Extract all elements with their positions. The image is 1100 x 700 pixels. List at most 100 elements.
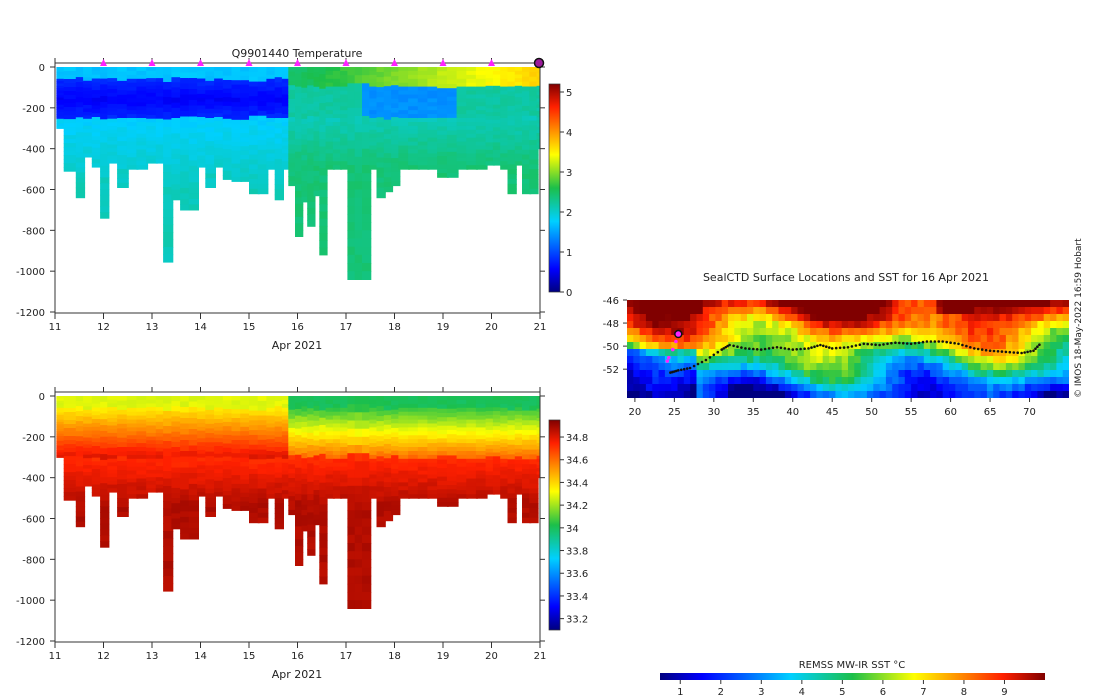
salinity-cell [427,466,440,472]
salinity-cell [155,440,166,445]
sst-cell [822,314,830,322]
temperature-cell [529,169,539,175]
salinity-xtick-label: 17 [340,651,353,662]
temperature-cell [83,132,94,137]
temperature-cell [362,254,372,264]
salinity-cell [376,466,386,472]
sst-cell [709,321,716,329]
sst-cell [993,328,1001,336]
track-point [791,348,795,351]
temperature-cell [340,145,350,150]
salinity-cell [313,519,322,526]
salinity-cell [266,466,277,472]
temperature-cell [313,71,322,78]
salinity-cell [437,442,449,448]
salinity-cell [301,396,310,402]
salinity-cell [100,512,110,519]
temperature-cell [117,127,129,133]
temperature-cell [313,81,322,88]
temperature-cell [514,104,525,110]
sst-cell [942,363,950,371]
temperature-cell [437,151,449,157]
temperature-cell [427,157,440,162]
salinity-cell [347,559,357,569]
sst-cell [860,384,868,392]
sst-cell [740,391,748,398]
temperature-cell [313,121,322,127]
sst-cell [740,370,748,378]
salinity-cell [514,460,525,465]
sst-cell [696,321,704,329]
salinity-cell [188,467,199,474]
salinity-cell [354,412,364,422]
temperature-cell [281,153,291,158]
salinity-cell [417,478,430,483]
sst-cell [1062,328,1069,336]
temperature-cell [376,192,386,199]
temperature-cell [180,149,191,156]
salinity-cell [354,575,364,585]
temperature-cell [492,74,503,79]
sst-cell [772,321,780,329]
salinity-cell [354,445,364,454]
temperature-cell [466,78,478,84]
salinity-cell [456,451,469,456]
sst-cell [633,321,641,329]
sst-cell [860,335,868,343]
temperature-cell [391,76,401,82]
salinity-cell [437,489,449,495]
salinity-cell [117,405,129,411]
sst-cell [955,328,963,336]
salinity-cell [514,448,525,454]
salinity-cell [117,465,129,471]
temperature-cell [507,159,517,165]
temperature-cell [536,70,540,74]
temperature-cell [475,94,488,99]
sst-cell [885,349,893,357]
salinity-cell [307,530,316,538]
salinity-cell [307,420,316,428]
temperature-cell [146,67,158,72]
temperature-cell [391,80,401,86]
temperature-cell [75,162,86,169]
salinity-cell [281,474,291,479]
salinity-cell [376,481,386,487]
sst-cell [696,377,704,385]
temperature-cell [427,141,440,147]
salinity-cell [240,422,251,428]
temperature-cell [117,118,129,124]
salinity-cell [427,411,440,417]
temperature-cell [83,73,94,78]
temperature-cell [313,146,322,152]
salinity-cell [398,396,411,401]
salinity-cell [500,399,510,405]
temperature-cell [266,102,277,107]
sst-cell [683,356,691,364]
salinity-cell [301,401,310,407]
salinity-cell [63,420,78,425]
temperature-cell [288,94,298,100]
salinity-xtick-label: 20 [485,651,498,662]
sst-cell [1018,363,1026,371]
salinity-cell [456,447,469,452]
salinity-cell [83,447,94,452]
salinity-cell [446,421,459,427]
salinity-cell [417,486,430,491]
temperature-cell [301,118,310,125]
temperature-cell [340,70,350,76]
sst-cell [866,321,874,329]
temperature-cell [231,168,243,174]
temperature-cell [274,67,284,73]
sst-cell [835,328,843,336]
salinity-cell [391,405,401,411]
temperature-cell [307,152,316,160]
salinity-cell [205,409,216,416]
temperature-cell [325,70,335,76]
temperature-cell [383,114,394,121]
temperature-cell [332,110,343,115]
salinity-cell [231,505,243,511]
salinity-cell [107,421,119,427]
sst-cell [721,356,729,364]
salinity-cell [75,496,86,503]
salinity-cell [514,411,525,416]
